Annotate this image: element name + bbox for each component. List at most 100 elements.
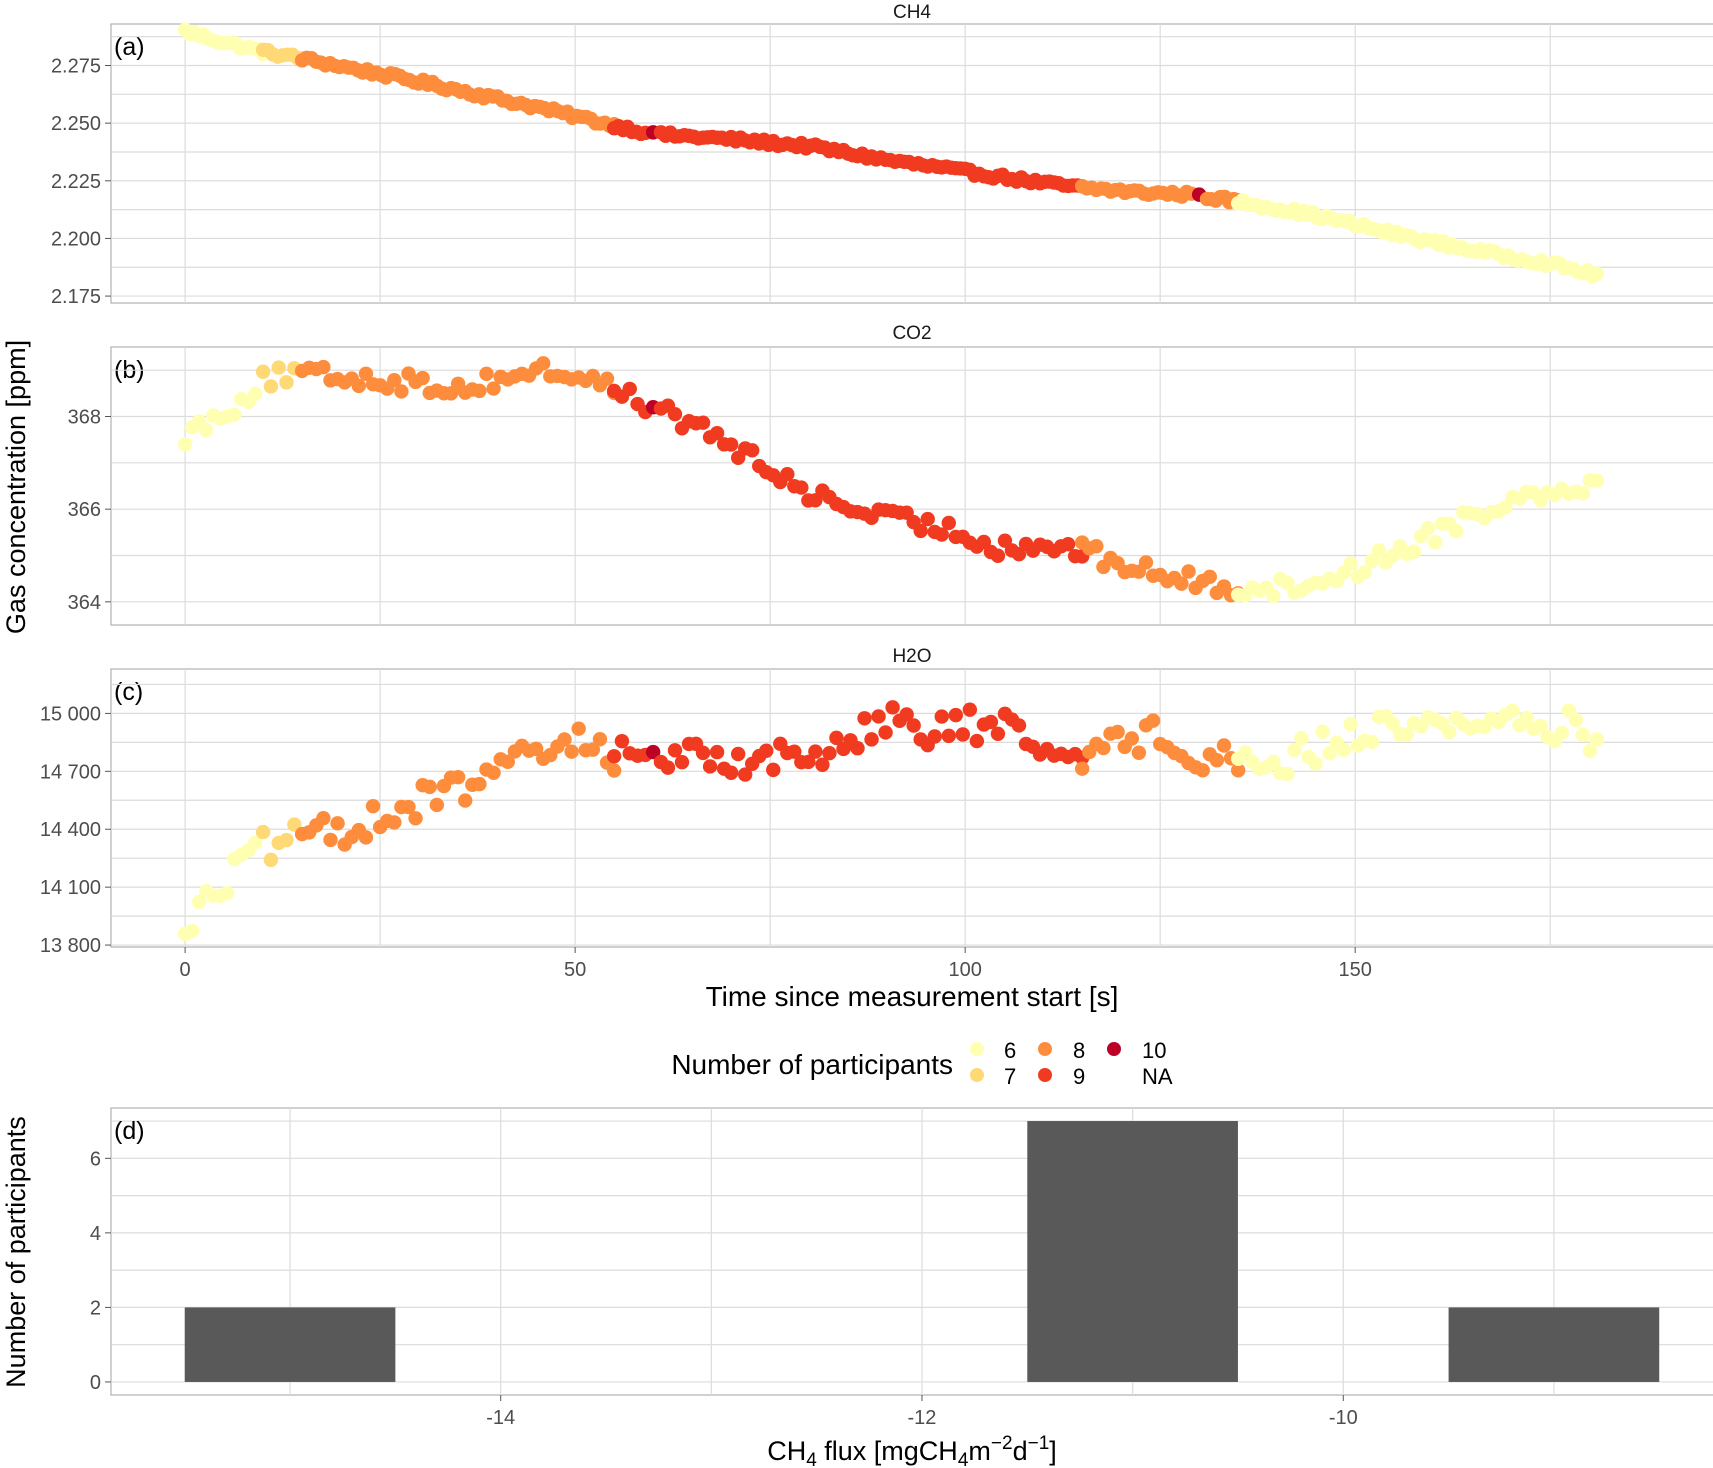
legend-label-7: 7 bbox=[1004, 1064, 1016, 1089]
data-point bbox=[794, 480, 809, 495]
panel-h2o: H2O (c) 13 800 14 100 14 400 14 700 15 000 bbox=[40, 646, 1713, 957]
y-tick-label: 366 bbox=[68, 499, 101, 521]
data-point bbox=[737, 767, 753, 782]
data-point bbox=[1074, 761, 1090, 776]
data-point bbox=[878, 725, 893, 740]
y-tick-label: 15 000 bbox=[40, 703, 101, 725]
data-point bbox=[1575, 486, 1591, 501]
legend-swatch-6 bbox=[970, 1042, 984, 1056]
data-point bbox=[1266, 754, 1281, 770]
data-point bbox=[622, 381, 637, 397]
data-point bbox=[458, 793, 473, 808]
flux-axis-title-part: d bbox=[1013, 1436, 1028, 1466]
data-point bbox=[536, 356, 551, 371]
panel-h2o-title: H2O bbox=[892, 646, 931, 667]
data-point bbox=[1519, 710, 1534, 726]
panel-flux-histogram: 0 2 4 6 -14 -12 -10 (d) Number of participant… bbox=[1, 1107, 1713, 1468]
data-point bbox=[1554, 725, 1570, 741]
legend-item-6: 6 bbox=[970, 1038, 1016, 1063]
data-point bbox=[486, 765, 501, 780]
data-point bbox=[1589, 266, 1605, 282]
legend-swatch-9 bbox=[1038, 1068, 1052, 1082]
data-point bbox=[1589, 473, 1605, 488]
data-point bbox=[1011, 546, 1027, 562]
data-point bbox=[1343, 556, 1358, 571]
histogram-bar bbox=[184, 1307, 396, 1382]
data-point bbox=[422, 779, 437, 795]
y-tick-label: 14 400 bbox=[40, 819, 101, 841]
data-point bbox=[1216, 738, 1232, 753]
flux-axis-title-part: ] bbox=[1049, 1436, 1057, 1466]
data-point bbox=[1498, 500, 1513, 515]
time-axis-ticks: 0 50 100 150 bbox=[180, 947, 1372, 981]
legend-label-9: 9 bbox=[1073, 1064, 1085, 1089]
legend: Number of participants 6 7 8 9 10 NA bbox=[671, 1038, 1173, 1089]
data-point bbox=[1266, 588, 1281, 604]
data-point bbox=[927, 729, 942, 744]
data-point bbox=[990, 726, 1006, 742]
data-point bbox=[1089, 539, 1104, 554]
data-point bbox=[1315, 724, 1330, 739]
data-point bbox=[592, 732, 608, 747]
data-point bbox=[1294, 730, 1309, 746]
data-point bbox=[1145, 713, 1161, 728]
legend-label-8: 8 bbox=[1073, 1038, 1085, 1063]
data-point bbox=[429, 797, 445, 813]
data-point bbox=[871, 709, 886, 724]
y-tick-label: 2.225 bbox=[51, 171, 101, 193]
data-point bbox=[358, 830, 374, 845]
data-point bbox=[1124, 731, 1140, 746]
data-point bbox=[1357, 564, 1373, 580]
panel-flux-bars bbox=[184, 1121, 1660, 1382]
data-point bbox=[822, 745, 837, 761]
data-point bbox=[730, 746, 746, 762]
data-point bbox=[351, 378, 367, 394]
data-point bbox=[709, 425, 725, 441]
panel-co2-title: CO2 bbox=[892, 323, 931, 344]
y-tick-label: 4 bbox=[90, 1223, 101, 1245]
data-point bbox=[1060, 536, 1076, 552]
data-point bbox=[614, 733, 630, 749]
data-point bbox=[1364, 553, 1380, 569]
data-point bbox=[271, 360, 286, 375]
data-point bbox=[316, 359, 331, 375]
data-point bbox=[279, 375, 294, 390]
data-point bbox=[962, 702, 978, 717]
data-point bbox=[1230, 763, 1246, 778]
data-point bbox=[766, 762, 781, 778]
data-point bbox=[1280, 766, 1295, 782]
data-point bbox=[885, 700, 900, 715]
flux-axis-title-part: CH bbox=[767, 1436, 806, 1466]
data-point bbox=[486, 381, 501, 396]
data-point bbox=[1442, 724, 1457, 740]
data-point bbox=[1449, 523, 1464, 539]
flux-axis-title-part: m bbox=[968, 1436, 991, 1466]
data-point bbox=[323, 832, 338, 848]
data-point bbox=[1533, 718, 1548, 733]
data-point bbox=[983, 714, 999, 730]
data-point bbox=[255, 824, 271, 840]
data-point bbox=[191, 894, 207, 910]
data-point bbox=[969, 733, 985, 749]
data-point bbox=[787, 744, 802, 759]
data-point bbox=[723, 765, 739, 780]
flux-axis-title-sub: 4 bbox=[806, 1450, 817, 1468]
legend-label-6: 6 bbox=[1004, 1038, 1016, 1063]
y-tick-label: 2.200 bbox=[51, 228, 101, 250]
legend-swatch-7 bbox=[970, 1068, 984, 1082]
data-point bbox=[1322, 746, 1337, 761]
data-point bbox=[177, 437, 193, 452]
data-point bbox=[660, 760, 676, 775]
data-point bbox=[920, 511, 935, 527]
panel-ch4-title: CH4 bbox=[893, 2, 931, 23]
data-point bbox=[1505, 703, 1520, 718]
data-point bbox=[1575, 727, 1591, 743]
flux-axis-title: CH4 flux [mgCH4m−2d−1] bbox=[767, 1433, 1057, 1468]
legend-label-10: 10 bbox=[1142, 1038, 1166, 1063]
data-point bbox=[829, 730, 844, 746]
panel-h2o-border bbox=[110, 668, 1713, 948]
data-point bbox=[1385, 716, 1401, 732]
panel-ch4-tag: (a) bbox=[114, 33, 145, 61]
